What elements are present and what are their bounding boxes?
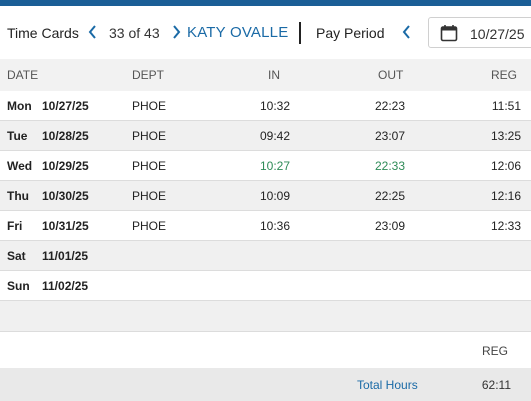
row-dept: PHOE [132, 189, 167, 203]
row-in: 10:32 [260, 99, 291, 113]
row-reg: 11:51 [491, 99, 521, 113]
total-hours-label: Total Hours [357, 378, 418, 392]
column-header-in: IN [268, 68, 280, 82]
total-hours-row: Total Hours 62:11 [0, 368, 531, 401]
row-day: Sat [7, 249, 26, 263]
row-reg: 12:06 [490, 159, 521, 173]
pay-period-date: 10/27/25 [470, 26, 525, 42]
chevron-left-icon [402, 25, 410, 39]
table-row[interactable]: Fri 10/31/25 PHOE 10:36 23:09 12:33 [0, 211, 531, 241]
row-day: Tue [7, 129, 28, 143]
table-row[interactable]: Mon 10/27/25 PHOE 10:32 22:23 11:51 [0, 91, 531, 121]
previous-employee-button[interactable] [85, 21, 101, 43]
row-in: 10:36 [260, 219, 291, 233]
summary-header: REG [0, 332, 531, 368]
record-counter: 33 of 43 [109, 25, 160, 41]
row-out: 23:09 [374, 219, 406, 233]
row-reg: 12:33 [490, 219, 521, 233]
table-row[interactable]: Sat 11/01/25 [0, 241, 531, 271]
column-header-reg: REG [490, 68, 517, 82]
row-dept: PHOE [132, 219, 167, 233]
row-out: 23:07 [374, 129, 406, 143]
calendar-icon [440, 25, 458, 42]
row-in: 10:09 [260, 189, 291, 203]
row-out: 22:23 [374, 99, 406, 113]
chevron-right-icon [173, 25, 181, 39]
row-in: 09:42 [260, 129, 291, 143]
row-dept: PHOE [132, 159, 167, 173]
table-spacer-row [0, 301, 531, 332]
table-row[interactable]: Sun 11/02/25 [0, 271, 531, 301]
row-day: Sun [7, 279, 30, 293]
table-row[interactable]: Thu 10/30/25 PHOE 10:09 22:25 12:16 [0, 181, 531, 211]
total-hours-value: 62:11 [481, 378, 511, 392]
header-divider [299, 22, 301, 44]
header-bar: Time Cards 33 of 43 KATY OVALLE Pay Peri… [0, 6, 531, 59]
row-day: Thu [7, 189, 29, 203]
row-day: Mon [7, 99, 32, 113]
row-date: 11/01/25 [42, 249, 89, 263]
row-date: 10/29/25 [42, 159, 89, 173]
row-reg: 12:16 [490, 189, 521, 203]
row-out: 22:25 [374, 189, 406, 203]
row-dept: PHOE [132, 99, 167, 113]
row-date: 11/02/25 [42, 279, 89, 293]
row-in: 10:27 [260, 159, 291, 173]
employee-name[interactable]: KATY OVALLE [187, 24, 289, 41]
row-date: 10/31/25 [42, 219, 89, 233]
table-header: DATE DEPT IN OUT REG [0, 59, 531, 91]
pay-period-label: Pay Period [316, 25, 385, 41]
row-dept: PHOE [132, 129, 167, 143]
row-date: 10/28/25 [42, 129, 89, 143]
top-accent-bar [0, 0, 531, 6]
column-header-date: DATE [7, 68, 39, 82]
page-title: Time Cards [7, 25, 79, 41]
row-day: Fri [7, 219, 23, 233]
chevron-left-icon [88, 25, 96, 39]
row-date: 10/27/25 [42, 99, 89, 113]
row-out: 22:33 [374, 159, 406, 173]
row-day: Wed [7, 159, 33, 173]
next-employee-button[interactable] [168, 21, 184, 43]
previous-period-button[interactable] [399, 21, 415, 43]
row-reg: 13:25 [490, 129, 521, 143]
table-row[interactable]: Tue 10/28/25 PHOE 09:42 23:07 13:25 [0, 121, 531, 151]
column-header-out: OUT [378, 68, 404, 82]
column-header-dept: DEPT [132, 68, 165, 82]
timecard-table: Mon 10/27/25 PHOE 10:32 22:23 11:51 Tue … [0, 91, 531, 301]
summary-reg-label: REG [481, 344, 508, 358]
table-row[interactable]: Wed 10/29/25 PHOE 10:27 22:33 12:06 [0, 151, 531, 181]
pay-period-date-picker[interactable]: 10/27/25 [428, 17, 531, 48]
row-date: 10/30/25 [42, 189, 89, 203]
